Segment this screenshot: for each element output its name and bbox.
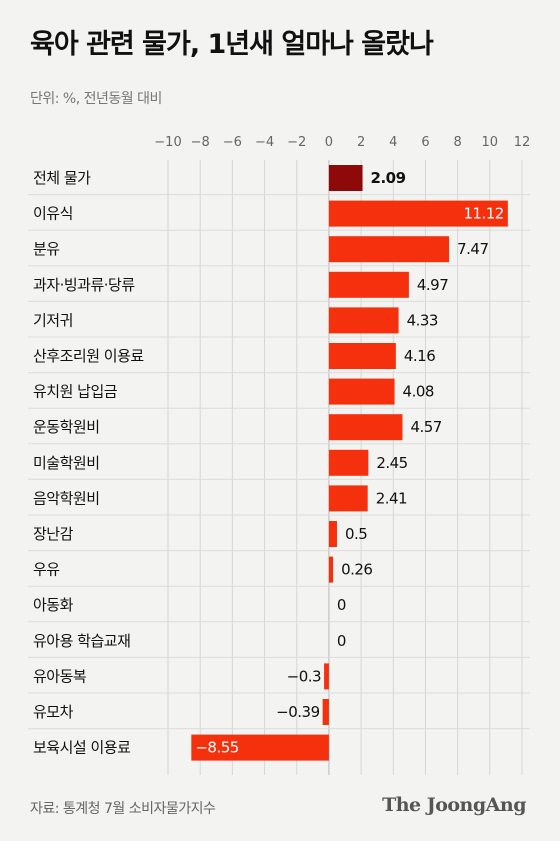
value-label: 0.26 (341, 561, 372, 579)
source-note: 자료: 통계청 7월 소비자물가지수 (30, 798, 215, 818)
category-label: 산후조리원 이용료 (33, 347, 144, 365)
x-tick-label: 6 (421, 135, 429, 150)
x-tick-label: 12 (514, 135, 531, 150)
value-label: 7.47 (457, 240, 488, 258)
value-label: 2.45 (376, 454, 407, 472)
category-label: 과자·빙과류·당류 (33, 276, 135, 294)
x-tick-label: −10 (154, 135, 181, 150)
value-label: −0.39 (276, 703, 319, 721)
x-tick-label: 4 (389, 135, 397, 150)
category-label: 이유식 (33, 205, 73, 223)
value-label: −0.3 (287, 667, 321, 685)
bar (329, 414, 403, 440)
value-label: −8.55 (195, 739, 238, 757)
category-label: 운동학원비 (33, 418, 100, 436)
category-label: 유치원 납입금 (33, 383, 118, 401)
value-label: 4.97 (417, 276, 448, 294)
bar (329, 557, 333, 583)
value-label: 2.09 (371, 169, 406, 187)
bar (329, 236, 449, 262)
category-label: 음악학원비 (33, 489, 100, 507)
value-label: 4.16 (404, 347, 435, 365)
category-label: 유모차 (33, 703, 74, 721)
value-label: 4.33 (407, 311, 438, 329)
value-label: 11.12 (463, 205, 503, 223)
category-label: 기저귀 (33, 311, 73, 329)
value-label: 0.5 (345, 525, 367, 543)
bar (323, 699, 329, 725)
category-label: 유아용 학습교재 (33, 632, 130, 650)
value-label: 4.57 (410, 418, 441, 436)
bar (329, 272, 409, 298)
category-label: 장난감 (33, 525, 74, 543)
value-label: 0 (337, 632, 346, 650)
value-label: 4.08 (403, 383, 434, 401)
bar (329, 307, 399, 333)
bar (329, 521, 337, 547)
bar (329, 379, 395, 405)
bar (329, 165, 363, 191)
bar (329, 450, 368, 476)
category-label: 전체 물가 (33, 169, 91, 187)
x-tick-label: 8 (453, 135, 461, 150)
x-tick-label: 10 (482, 135, 499, 150)
x-tick-label: −4 (255, 135, 274, 150)
category-label: 미술학원비 (33, 454, 100, 472)
category-label: 유아동복 (33, 667, 86, 685)
category-label: 아동화 (33, 596, 74, 614)
bar (329, 485, 368, 511)
brand-logo: The JoongAng (382, 794, 526, 816)
x-tick-label: −2 (287, 135, 306, 150)
value-label: 0 (337, 596, 346, 614)
x-tick-label: 2 (357, 135, 365, 150)
bar (324, 663, 329, 689)
x-tick-label: −6 (223, 135, 242, 150)
x-tick-label: −8 (191, 135, 210, 150)
category-label: 분유 (33, 240, 60, 258)
value-label: 2.41 (376, 489, 407, 507)
category-label: 우유 (33, 561, 60, 579)
category-label: 보육시설 이용료 (33, 739, 131, 757)
x-tick-label: 0 (325, 135, 333, 150)
bar (329, 343, 396, 369)
